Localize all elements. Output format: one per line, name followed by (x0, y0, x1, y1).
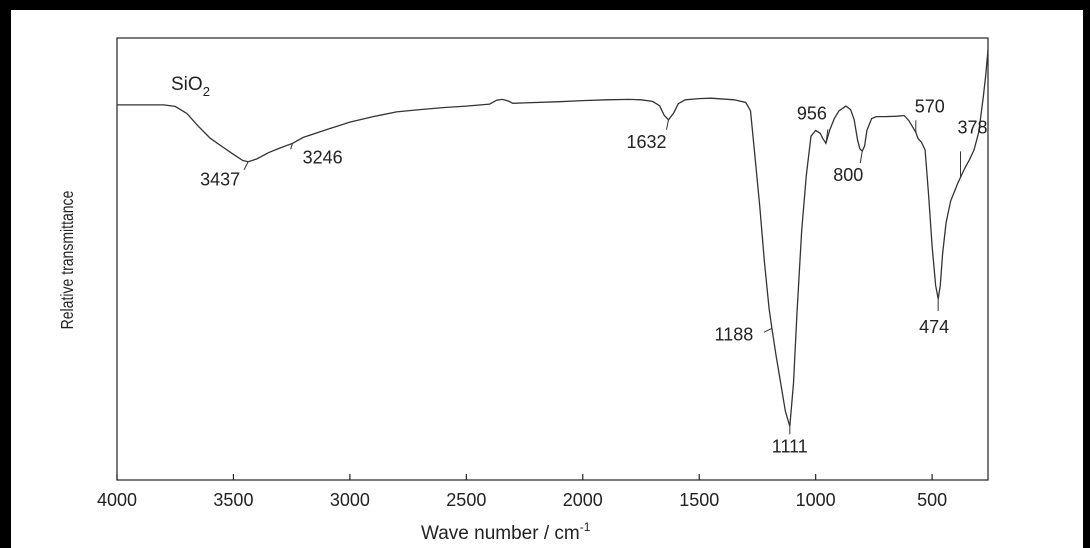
peak-label: 378 (957, 117, 987, 137)
peak-leader-line (290, 143, 294, 150)
x-tick-label: 3000 (330, 490, 370, 510)
ftir-spectrum-chart: 4000 3500 3000 2500 2000 1500 1000 500 3437 3246… (57, 37, 989, 544)
chart-title: SiO2 (171, 74, 210, 99)
peak-leader-line (763, 327, 773, 333)
peak-leader-line (665, 119, 669, 130)
x-tick-label: 4000 (97, 490, 137, 510)
peak-label: 474 (919, 317, 949, 337)
figure-frame: 4000 3500 3000 2500 2000 1500 1000 500 3437 3246… (11, 10, 1083, 548)
peak-leader-line (243, 161, 249, 170)
peak-label: 3437 (200, 170, 240, 190)
plot-area (116, 37, 989, 481)
peak-leader-line (825, 129, 829, 144)
peak-label: 1111 (772, 436, 808, 456)
x-tick-label: 2000 (563, 490, 603, 510)
x-tick-label: 500 (917, 490, 947, 510)
x-tick-label: 3500 (213, 490, 253, 510)
peak-label: 800 (833, 165, 863, 185)
x-axis-label: Wave number / cm-1 (421, 520, 591, 544)
y-axis-label: Relative transmittance (57, 191, 77, 330)
peak-label: 570 (915, 96, 945, 116)
peak-label: 3246 (303, 147, 343, 167)
x-tick-label: 1500 (679, 490, 719, 510)
peak-annotations: 3437 3246 1632 1188 1111 956 800 570 474 378 (200, 96, 987, 456)
peak-label: 1632 (626, 132, 666, 152)
x-tick-label: 1000 (796, 490, 836, 510)
spectrum-line (117, 49, 989, 427)
peak-leader-line (859, 151, 863, 164)
peak-label: 956 (797, 103, 827, 123)
x-axis-ticks: 4000 3500 3000 2500 2000 1500 1000 500 (97, 474, 947, 510)
peak-label: 1188 (715, 324, 754, 344)
x-tick-label: 2500 (446, 490, 486, 510)
